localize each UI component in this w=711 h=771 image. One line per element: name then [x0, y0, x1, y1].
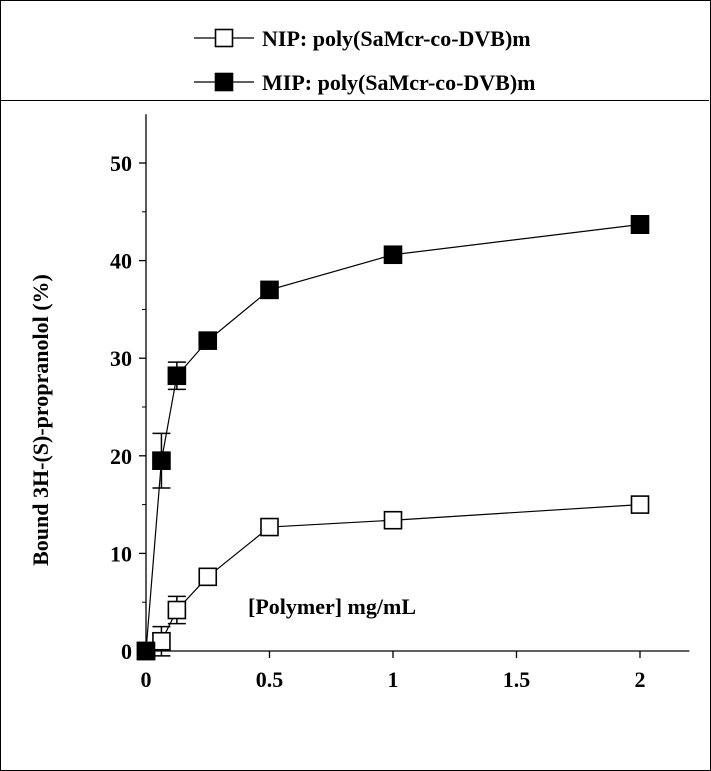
data-point — [136, 641, 156, 661]
y-tick-label: 10 — [110, 541, 132, 566]
data-point — [198, 567, 218, 587]
data-point — [167, 366, 187, 386]
data-point — [630, 495, 650, 514]
y-tick-label: 40 — [110, 249, 132, 274]
legend-label: NIP: poly(SaMcr-co-DVB)m — [262, 26, 531, 51]
data-point — [383, 245, 403, 265]
x-tick-label: 1.5 — [503, 667, 531, 692]
series-line — [145, 223, 641, 652]
legend-marker — [214, 28, 234, 48]
legend: NIP: poly(SaMcr-co-DVB)m MIP: poly(SaMcr-… — [194, 26, 536, 95]
legend-label: MIP: poly(SaMcr-co-DVB)m — [262, 70, 536, 95]
data-point — [152, 451, 171, 470]
data-point — [152, 631, 171, 651]
data-point — [260, 517, 279, 537]
series-mip — [136, 214, 650, 661]
y-tick-label: 0 — [121, 639, 132, 664]
data-point — [167, 600, 187, 620]
x-tick-label: 0.5 — [256, 667, 284, 692]
data-point — [198, 331, 218, 350]
legend-box — [0, 0, 709, 101]
series-nip — [136, 495, 650, 661]
x-axis-label: [Polymer] mg/mL — [248, 594, 416, 619]
axes: 0 10 20 30 40 50 0 0.5 1 1.5 2 — [110, 114, 690, 692]
y-tick-label: 30 — [110, 346, 132, 371]
data-point — [630, 215, 650, 234]
x-tick-label: 1 — [388, 667, 399, 692]
y-axis-label: Bound 3H-(S)-propranolol (%) — [28, 274, 53, 566]
y-tick-label: 20 — [110, 444, 132, 469]
y-tick-label: 50 — [110, 151, 132, 176]
legend-marker — [214, 72, 234, 92]
legend-entry-nip: NIP: poly(SaMcr-co-DVB)m — [194, 26, 531, 51]
legend-entry-mip: MIP: poly(SaMcr-co-DVB)m — [194, 70, 536, 95]
x-tick-label: 0 — [141, 667, 152, 692]
x-tick-label: 2 — [635, 667, 646, 692]
series-layer — [136, 214, 650, 661]
data-point — [383, 510, 403, 530]
data-point — [260, 280, 279, 300]
